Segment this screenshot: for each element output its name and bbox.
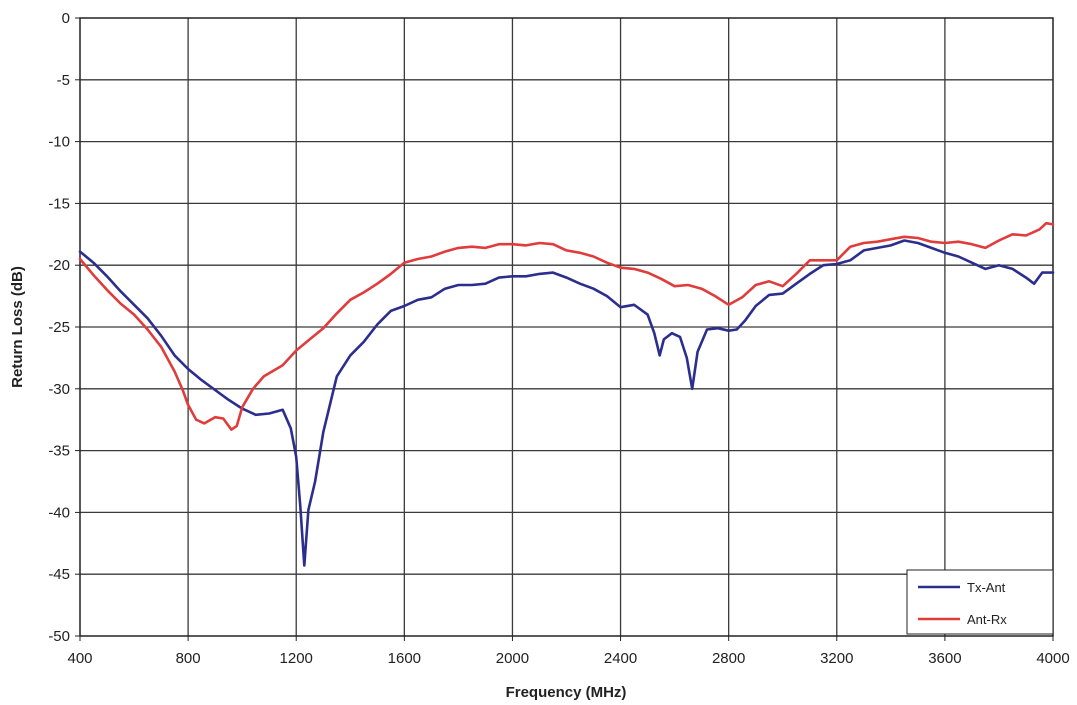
x-axis-ticks: 400 800 1200 1600 2000 2400 2800 3200 3600 4000 bbox=[67, 636, 1070, 667]
series-line-ant-rx bbox=[78, 221, 1055, 431]
y-tick-label: -35 bbox=[48, 443, 70, 460]
x-tick-label: 2400 bbox=[604, 650, 637, 667]
y-axis-ticks: 0 -5 -10 -15 -20 -25 -30 -35 -40 -45 -50 bbox=[48, 10, 80, 645]
series-lines bbox=[78, 221, 1055, 567]
y-tick-label: -15 bbox=[48, 195, 70, 212]
y-tick-label: -5 bbox=[57, 72, 70, 89]
legend-label-ant-rx: Ant-Rx bbox=[967, 612, 1007, 627]
y-tick-label: -20 bbox=[48, 257, 70, 274]
x-tick-label: 1600 bbox=[388, 650, 421, 667]
y-tick-label: -50 bbox=[48, 628, 70, 645]
x-tick-label: 2000 bbox=[496, 650, 529, 667]
legend-box bbox=[906, 569, 1054, 635]
legend: Tx-Ant Ant-Rx bbox=[906, 569, 1054, 635]
y-tick-label: -10 bbox=[48, 134, 70, 151]
legend-label-tx-ant: Tx-Ant bbox=[967, 580, 1006, 595]
x-tick-label: 1200 bbox=[280, 650, 313, 667]
x-tick-label: 400 bbox=[67, 650, 92, 667]
y-tick-label: -40 bbox=[48, 504, 70, 521]
x-tick-label: 3600 bbox=[928, 650, 961, 667]
x-tick-label: 2800 bbox=[712, 650, 745, 667]
x-axis-title: Frequency (MHz) bbox=[506, 684, 627, 701]
series-line-tx-ant bbox=[78, 239, 1055, 567]
x-tick-label: 800 bbox=[176, 650, 201, 667]
y-tick-label: 0 bbox=[62, 10, 70, 27]
x-tick-label: 3200 bbox=[820, 650, 853, 667]
y-axis-title: Return Loss (dB) bbox=[9, 266, 26, 388]
grid-lines bbox=[80, 18, 1053, 636]
y-tick-label: -45 bbox=[48, 566, 70, 583]
x-tick-label: 4000 bbox=[1036, 650, 1069, 667]
y-tick-label: -25 bbox=[48, 319, 70, 336]
y-tick-label: -30 bbox=[48, 381, 70, 398]
